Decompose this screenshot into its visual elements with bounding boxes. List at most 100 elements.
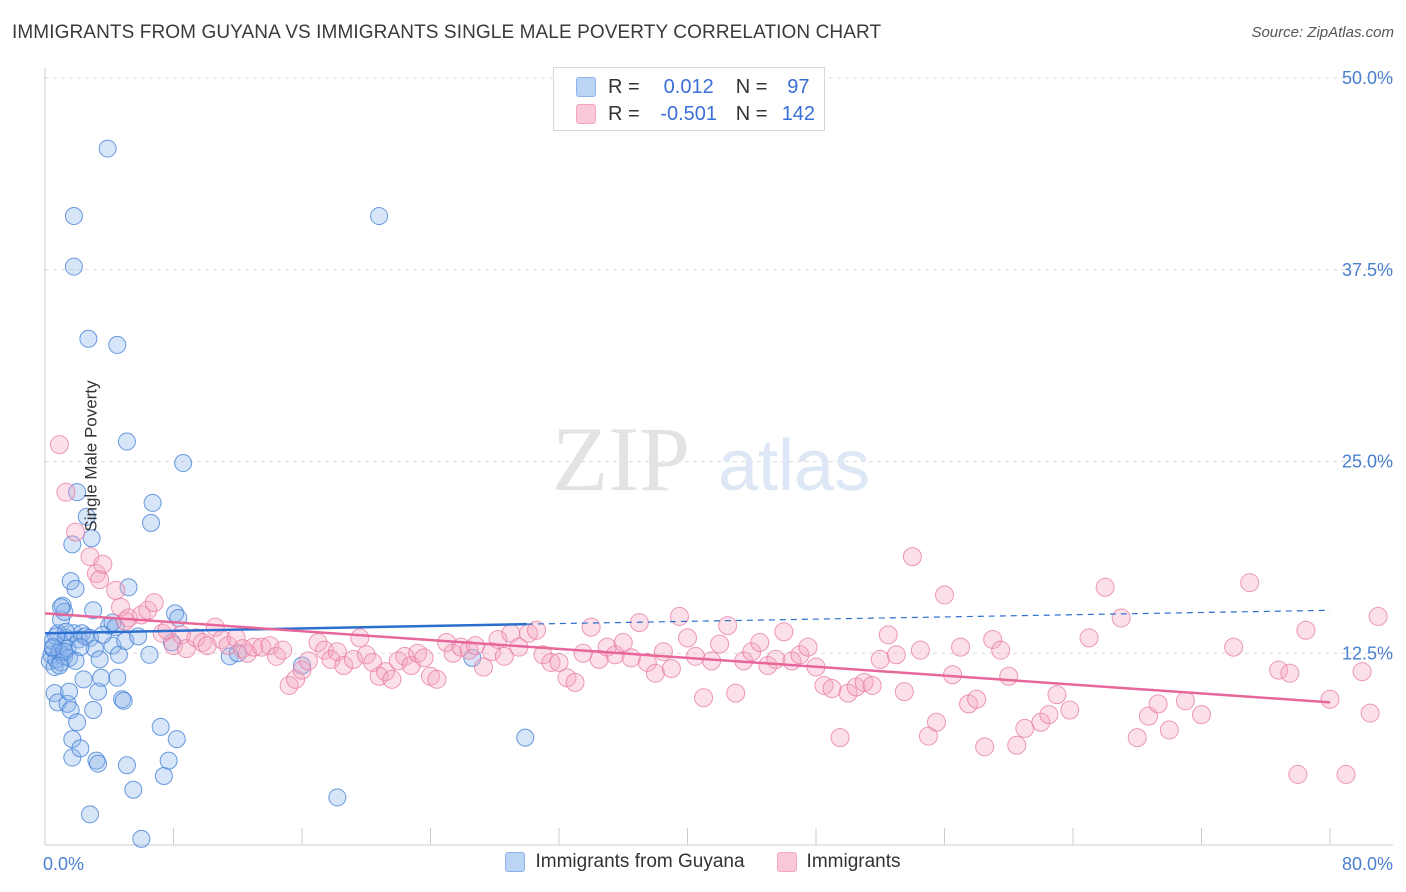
data-point-immigrants — [350, 628, 370, 648]
y-tick-label: 37.5% — [1342, 260, 1393, 280]
data-point-immigrants — [967, 689, 987, 709]
legend-row-immigrants: R = -0.501 N = 142 — [576, 102, 821, 126]
data-point-guyana — [79, 329, 98, 348]
data-point-guyana — [64, 207, 83, 226]
data-point-immigrants — [541, 652, 561, 672]
data-point-immigrants — [1296, 620, 1316, 640]
data-point-immigrants — [1095, 577, 1115, 597]
data-point-immigrants — [694, 688, 714, 708]
grid-lines — [45, 77, 1393, 654]
data-point-immigrants — [726, 683, 746, 703]
data-point-immigrants — [1159, 720, 1179, 740]
data-point-immigrants — [252, 637, 272, 657]
data-point-guyana — [71, 739, 90, 758]
data-point-immigrants — [637, 652, 657, 672]
data-point-immigrants — [718, 616, 738, 636]
data-point-immigrants — [1148, 694, 1168, 714]
data-point-immigrants — [144, 593, 164, 613]
legend-row-guyana: R = 0.012 N = 97 — [576, 75, 821, 99]
data-point-guyana — [44, 638, 63, 657]
data-point-guyana — [66, 651, 85, 670]
data-point-immigrants — [90, 570, 110, 590]
data-point-guyana — [140, 645, 159, 664]
data-point-guyana — [50, 656, 69, 675]
legend-r-value: -0.501 — [660, 102, 718, 125]
data-point-immigrants — [1039, 705, 1059, 725]
data-point-immigrants — [1111, 608, 1131, 628]
series-swatch-blue — [505, 852, 526, 872]
data-point-guyana — [159, 751, 178, 770]
data-point-immigrants — [1192, 705, 1211, 725]
data-point-immigrants — [106, 580, 126, 600]
data-point-immigrants — [549, 652, 569, 672]
trend-line-guyana — [44, 622, 527, 635]
data-point-guyana — [90, 650, 109, 669]
data-point-immigrants — [621, 648, 641, 668]
data-point-guyana — [68, 483, 87, 502]
data-point-guyana — [64, 257, 83, 276]
legend-swatch-pink — [576, 104, 596, 124]
data-point-immigrants — [983, 629, 1003, 649]
data-point-immigrants — [334, 656, 354, 676]
data-point-immigrants — [527, 620, 547, 640]
data-point-guyana — [132, 829, 151, 848]
data-point-immigrants — [766, 649, 786, 669]
data-point-immigrants — [870, 649, 890, 669]
data-point-immigrants — [798, 637, 818, 657]
data-point-immigrants — [774, 622, 794, 642]
data-point-immigrants — [1175, 691, 1195, 711]
data-point-immigrants — [1336, 764, 1356, 784]
data-point-immigrants — [645, 663, 665, 683]
series-legend: Immigrants from Guyana Immigrants — [0, 851, 1406, 873]
legend-r-label: R = — [608, 75, 640, 98]
trend-line-immigrants — [44, 612, 1331, 704]
data-point-immigrants — [661, 659, 681, 679]
data-point-guyana — [154, 766, 173, 785]
data-point-guyana — [85, 639, 104, 658]
data-point-guyana — [174, 454, 193, 473]
data-point-immigrants — [260, 636, 280, 656]
data-point-immigrants — [1031, 712, 1051, 732]
correlation-legend: R = 0.012 N = 97 R = -0.501 N = 142 — [553, 67, 825, 131]
source-label: Source: ZipAtlas.com — [1251, 24, 1394, 41]
data-point-immigrants — [1280, 663, 1300, 683]
y-axis-label: Single Male Poverty — [81, 380, 101, 532]
data-point-immigrants — [49, 435, 69, 455]
x-tick-label: 80.0% — [1342, 854, 1393, 874]
data-point-guyana — [114, 691, 133, 710]
data-point-immigrants — [613, 633, 633, 653]
data-point-immigrants — [66, 522, 86, 542]
data-point-immigrants — [164, 636, 183, 656]
data-point-immigrants — [298, 651, 318, 671]
data-point-immigrants — [1127, 728, 1147, 748]
data-point-immigrants — [494, 646, 514, 666]
data-point-immigrants — [1360, 703, 1380, 723]
series-swatch-pink — [776, 852, 797, 872]
data-point-immigrants — [427, 669, 447, 689]
legend-n-label: N = — [735, 102, 768, 125]
data-point-immigrants — [669, 606, 689, 626]
series-legend-guyana: Immigrants from Guyana — [505, 851, 745, 873]
data-point-immigrants — [356, 645, 376, 665]
data-point-immigrants — [935, 585, 954, 605]
data-point-immigrants — [750, 633, 770, 653]
data-point-immigrants — [197, 636, 217, 656]
data-point-guyana — [68, 713, 87, 732]
data-point-immigrants — [395, 646, 415, 666]
data-point-immigrants — [862, 675, 882, 695]
data-point-immigrants — [1015, 718, 1035, 738]
data-point-guyana — [77, 507, 96, 526]
data-point-guyana — [167, 730, 186, 749]
data-point-immigrants — [327, 642, 347, 662]
data-point-immigrants — [1368, 606, 1388, 626]
data-point-immigrants — [465, 636, 485, 656]
data-point-guyana — [143, 493, 162, 512]
data-point-guyana — [87, 751, 106, 770]
legend-n-value: 142 — [781, 102, 816, 125]
data-point-immigrants — [86, 563, 106, 583]
data-point-immigrants — [926, 712, 946, 732]
series-immigrants-points — [49, 435, 1388, 784]
data-point-guyana — [151, 717, 170, 736]
data-point-immigrants — [581, 617, 601, 637]
